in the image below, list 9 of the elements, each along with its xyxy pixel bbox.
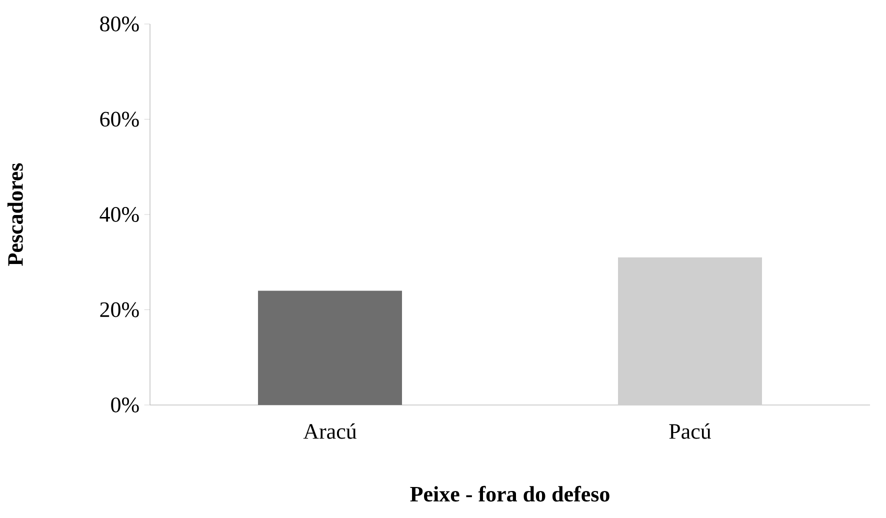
x-axis-title: Peixe - fora do defeso [410, 486, 610, 502]
x-tick-label: Aracú [303, 423, 356, 439]
y-tick-label: 0% [111, 398, 139, 412]
y-tick-label: 20% [100, 302, 139, 318]
y-axis-title: Pescadores [7, 163, 23, 266]
y-tick-label: 80% [100, 16, 139, 32]
x-tick-label: Pacú [669, 423, 712, 439]
y-tick-label: 60% [100, 112, 139, 127]
y-tick-label: 40% [100, 207, 139, 222]
